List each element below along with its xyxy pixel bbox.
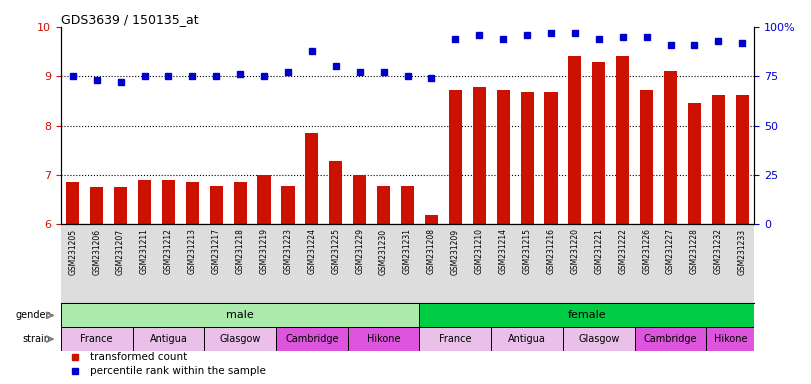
Bar — [563, 327, 635, 351]
Bar — [736, 95, 749, 225]
Text: GSM231231: GSM231231 — [403, 228, 412, 275]
Text: GSM231210: GSM231210 — [474, 228, 483, 275]
Bar — [210, 186, 223, 225]
Text: Cambridge: Cambridge — [644, 334, 697, 344]
Bar — [496, 90, 510, 225]
Bar — [204, 327, 276, 351]
Bar — [305, 133, 319, 225]
Bar — [61, 303, 419, 327]
Bar — [377, 186, 390, 225]
Text: GSM231232: GSM231232 — [714, 228, 723, 275]
Bar — [592, 63, 605, 225]
Text: GSM231216: GSM231216 — [547, 228, 556, 275]
Bar — [712, 95, 725, 225]
Text: GSM231211: GSM231211 — [140, 228, 149, 274]
Text: GSM231222: GSM231222 — [618, 228, 627, 274]
Text: GSM231214: GSM231214 — [499, 228, 508, 275]
Text: male: male — [226, 310, 254, 320]
Bar — [640, 90, 653, 225]
Bar — [257, 175, 271, 225]
Bar — [616, 56, 629, 225]
Bar — [419, 303, 754, 327]
Bar — [353, 175, 367, 225]
Text: GSM231208: GSM231208 — [427, 228, 436, 275]
Text: GSM231226: GSM231226 — [642, 228, 651, 275]
Bar — [473, 87, 486, 225]
Text: GSM231215: GSM231215 — [522, 228, 531, 275]
Text: Hikone: Hikone — [367, 334, 401, 344]
Bar — [688, 103, 701, 225]
Text: GSM231206: GSM231206 — [92, 228, 101, 275]
Text: GSM231219: GSM231219 — [260, 228, 268, 275]
Text: GSM231233: GSM231233 — [738, 228, 747, 275]
Text: GSM231212: GSM231212 — [164, 228, 173, 274]
Text: France: France — [439, 334, 472, 344]
Text: percentile rank within the sample: percentile rank within the sample — [90, 366, 266, 376]
Text: GSM231230: GSM231230 — [379, 228, 388, 275]
Text: GSM231205: GSM231205 — [68, 228, 77, 275]
Bar — [281, 186, 294, 225]
Text: transformed count: transformed count — [90, 352, 187, 362]
Text: GSM231213: GSM231213 — [188, 228, 197, 275]
Bar — [448, 90, 462, 225]
Text: France: France — [80, 334, 113, 344]
Text: Glasgow: Glasgow — [578, 334, 620, 344]
Bar — [569, 56, 581, 225]
Bar — [132, 327, 204, 351]
Text: GSM231227: GSM231227 — [666, 228, 675, 275]
Bar — [706, 327, 754, 351]
Text: GSM231224: GSM231224 — [307, 228, 316, 275]
Bar — [491, 327, 563, 351]
Bar — [664, 71, 677, 225]
Text: GSM231228: GSM231228 — [690, 228, 699, 274]
Bar — [67, 182, 79, 225]
Bar — [90, 187, 103, 225]
Text: gender: gender — [16, 310, 50, 320]
Bar — [138, 180, 151, 225]
Text: GSM231218: GSM231218 — [236, 228, 245, 274]
Text: GSM231217: GSM231217 — [212, 228, 221, 275]
Text: GSM231225: GSM231225 — [332, 228, 341, 275]
Text: female: female — [568, 310, 606, 320]
Text: GSM231221: GSM231221 — [594, 228, 603, 274]
Text: Antigua: Antigua — [508, 334, 546, 344]
Text: strain: strain — [23, 334, 50, 344]
Bar — [521, 92, 534, 225]
Bar — [276, 327, 348, 351]
Bar — [348, 327, 419, 351]
Bar — [419, 327, 491, 351]
Bar — [544, 92, 558, 225]
Bar — [162, 180, 175, 225]
Bar — [234, 182, 247, 225]
Bar — [61, 327, 132, 351]
Text: Glasgow: Glasgow — [220, 334, 261, 344]
Text: Cambridge: Cambridge — [285, 334, 339, 344]
Text: Antigua: Antigua — [149, 334, 187, 344]
Text: GSM231209: GSM231209 — [451, 228, 460, 275]
Text: GSM231220: GSM231220 — [570, 228, 579, 275]
Text: GSM231207: GSM231207 — [116, 228, 125, 275]
Bar — [425, 215, 438, 225]
Text: GDS3639 / 150135_at: GDS3639 / 150135_at — [61, 13, 199, 26]
Bar — [401, 186, 414, 225]
Bar — [635, 327, 706, 351]
Bar — [329, 161, 342, 225]
Text: Hikone: Hikone — [714, 334, 747, 344]
Bar — [186, 182, 199, 225]
Bar — [114, 187, 127, 225]
Text: GSM231223: GSM231223 — [284, 228, 293, 275]
Text: GSM231229: GSM231229 — [355, 228, 364, 275]
